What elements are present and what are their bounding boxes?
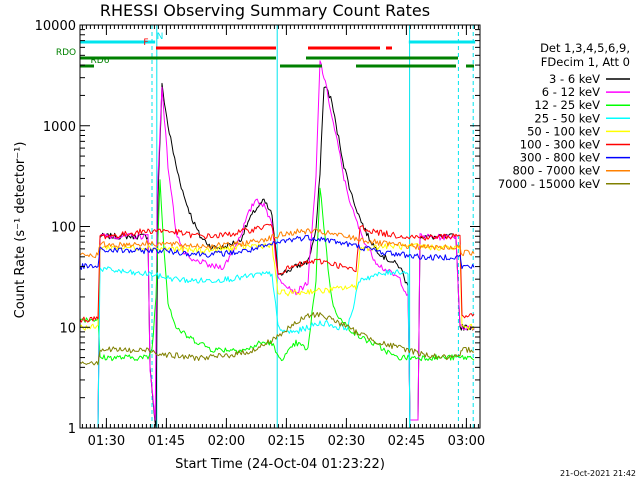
flag-label-rdo: RDO bbox=[56, 48, 76, 58]
chart-title: RHESSI Observing Summary Count Rates bbox=[100, 1, 430, 20]
x-tick-label-5: 02:45 bbox=[388, 434, 425, 449]
legend-label-6: 300 - 800 keV bbox=[520, 151, 600, 165]
flag-label-f: F bbox=[143, 38, 148, 48]
x-tick-label-2: 02:00 bbox=[208, 434, 245, 449]
series-line-8 bbox=[80, 312, 475, 366]
x-axis-label: Start Time (24-Oct-04 01:23:22) bbox=[175, 457, 385, 472]
y-axis: 1 10 100 1000 10000 bbox=[35, 19, 480, 437]
x-tick-label-0: 01:30 bbox=[88, 434, 125, 449]
series-line-5 bbox=[80, 223, 475, 323]
x-tick-label-3: 02:15 bbox=[268, 434, 305, 449]
x-tick-label-1: 01:45 bbox=[148, 434, 185, 449]
x-tick-label-6: 03:00 bbox=[448, 434, 485, 449]
legend-label-1: 6 - 12 keV bbox=[542, 85, 600, 99]
y-tick-label-1: 10 bbox=[59, 321, 76, 336]
x-axis: 01:30 01:45 02:00 02:15 02:30 02:45 03:00 bbox=[81, 25, 485, 449]
legend-label-7: 800 - 7000 keV bbox=[512, 164, 600, 178]
series-line-7 bbox=[80, 228, 475, 259]
plot-area: NF RDO RD6 bbox=[56, 25, 476, 428]
flag-label-rd6: RD6 bbox=[91, 56, 110, 66]
legend-header-line-1: Det 1,3,4,5,6,9, bbox=[540, 41, 630, 55]
y-axis-label: Count Rate (s⁻¹ detector⁻¹) bbox=[13, 142, 28, 319]
flag-label-n: N bbox=[157, 32, 164, 42]
legend-label-4: 50 - 100 keV bbox=[527, 124, 600, 138]
y-tick-label-3: 1000 bbox=[43, 120, 76, 135]
series-line-3 bbox=[80, 266, 474, 428]
series-line-2 bbox=[80, 179, 475, 362]
legend-label-2: 12 - 25 keV bbox=[534, 98, 600, 112]
series-line-6 bbox=[80, 234, 475, 270]
series-layer bbox=[80, 60, 475, 428]
y-tick-label-0: 1 bbox=[68, 422, 76, 437]
y-tick-label-4: 10000 bbox=[35, 19, 76, 34]
footer-timestamp: 21-Oct-2021 21:42 bbox=[560, 469, 636, 478]
flags-layer: NF RDO RD6 bbox=[56, 32, 476, 68]
legend-label-0: 3 - 6 keV bbox=[549, 72, 600, 86]
y-tick-label-2: 100 bbox=[51, 221, 76, 236]
legend: Det 1,3,4,5,6,9, FDecim 1, Att 0 3 - 6 k… bbox=[498, 41, 630, 191]
x-tick-label-4: 02:30 bbox=[328, 434, 365, 449]
legend-label-8: 7000 - 15000 keV bbox=[498, 177, 600, 191]
legend-label-3: 25 - 50 keV bbox=[534, 111, 600, 125]
legend-header-line-2: FDecim 1, Att 0 bbox=[541, 55, 630, 69]
legend-label-5: 100 - 300 keV bbox=[520, 138, 600, 152]
